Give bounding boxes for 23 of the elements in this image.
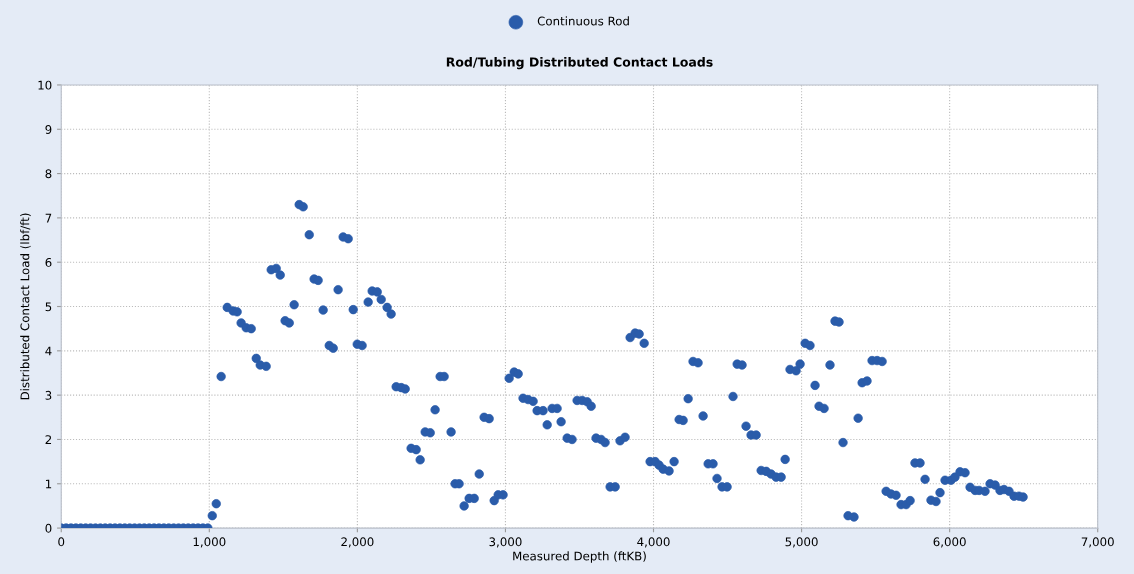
x-tick-label: 1,000 — [193, 537, 226, 548]
y-tick-label: 4 — [45, 346, 52, 356]
y-tick-label: 9 — [45, 124, 52, 134]
y-tick-label: 5 — [45, 302, 52, 312]
x-tick-label: 7,000 — [1081, 537, 1114, 548]
x-tick-label: 0 — [58, 537, 65, 547]
y-tick-label: 10 — [38, 80, 52, 90]
x-tick-label: 3,000 — [489, 537, 522, 548]
y-tick-label: 3 — [45, 390, 52, 400]
x-tick-label: 6,000 — [933, 537, 966, 548]
x-tick-label: 5,000 — [785, 537, 818, 548]
y-tick-label: 8 — [45, 169, 52, 179]
chart-title: Rod/Tubing Distributed Contact Loads — [446, 57, 713, 70]
y-tick-label: 6 — [45, 257, 52, 267]
x-axis-title: Measured Depth (ftKB) — [513, 551, 646, 563]
x-tick-label: 2,000 — [341, 537, 374, 548]
y-tick-label: 2 — [45, 435, 52, 444]
y-tick-label: 7 — [45, 213, 52, 223]
y-tick-label: 1 — [45, 479, 52, 489]
legend-label: Continuous Rod — [537, 16, 629, 26]
x-tick-label: 4,000 — [637, 537, 670, 548]
y-tick-label: 0 — [45, 523, 52, 533]
y-axis-title: Distributed Contact Load (lbf/ft) — [20, 213, 31, 400]
